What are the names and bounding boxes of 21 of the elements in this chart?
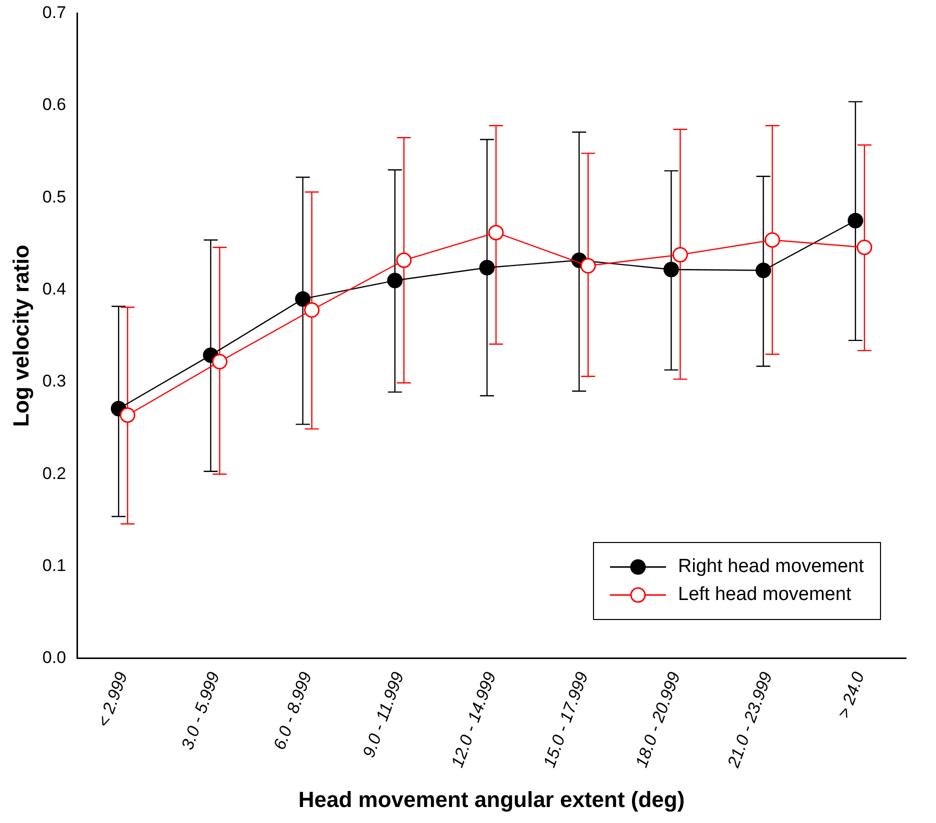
- x-tick-label: 21.0 - 23.999: [724, 668, 776, 771]
- y-tick-label: 0.0: [42, 648, 66, 668]
- x-tick-label: 9.0 - 11.999: [359, 668, 408, 760]
- y-tick-label: 0.2: [42, 464, 66, 483]
- y-tick-label: 0.1: [42, 556, 66, 575]
- y-tick-label: 0.7: [42, 2, 66, 22]
- x-axis-title: Head movement angular extent (deg): [298, 786, 685, 812]
- x-tick-label: > 24.0: [834, 668, 868, 721]
- y-axis-title: Log velocity ratio: [8, 244, 34, 427]
- x-tick-label: 18.0 - 20.999: [632, 668, 684, 770]
- x-tick-label: 15.0 - 17.999: [540, 668, 592, 770]
- y-tick-label: 0.5: [42, 187, 66, 206]
- y-tick-label: 0.6: [42, 95, 66, 114]
- y-tick-label: 0.4: [42, 279, 66, 298]
- legend-label: Left head movement: [678, 584, 852, 606]
- x-tick-label: 12.0 - 14.999: [448, 668, 500, 770]
- x-tick-label: < 2.999: [94, 668, 132, 730]
- legend-label: Right head movement: [678, 556, 864, 578]
- y-tick-label: 0.3: [42, 372, 66, 391]
- x-tick-label: 6.0 - 8.999: [270, 668, 316, 752]
- x-tick-label: 3.0 - 5.999: [178, 668, 224, 752]
